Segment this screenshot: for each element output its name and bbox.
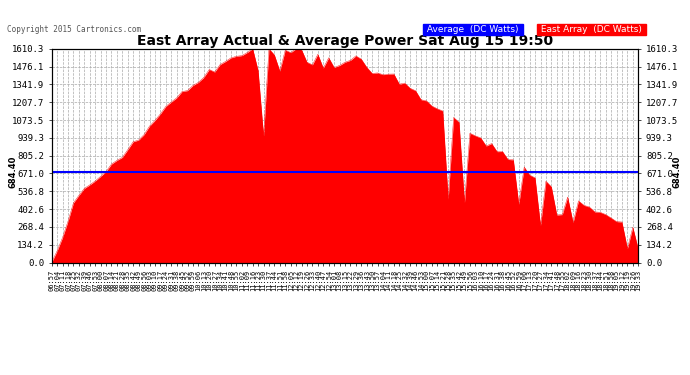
Text: Average  (DC Watts): Average (DC Watts): [424, 25, 522, 34]
Text: 684.40: 684.40: [8, 156, 17, 188]
Text: East Array  (DC Watts): East Array (DC Watts): [538, 25, 645, 34]
Text: Copyright 2015 Cartronics.com: Copyright 2015 Cartronics.com: [7, 25, 141, 34]
Text: 684.40: 684.40: [673, 156, 682, 188]
Title: East Array Actual & Average Power Sat Aug 15 19:50: East Array Actual & Average Power Sat Au…: [137, 34, 553, 48]
